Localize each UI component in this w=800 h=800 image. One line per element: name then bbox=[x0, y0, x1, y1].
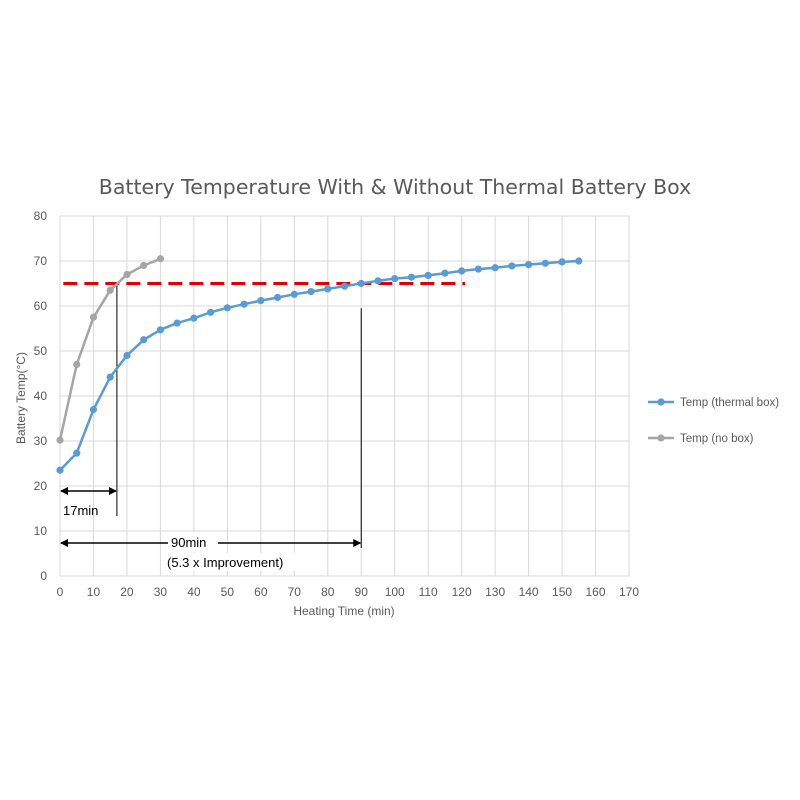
x-tick-label: 0 bbox=[57, 585, 64, 599]
data-point bbox=[106, 373, 114, 381]
data-point bbox=[156, 255, 165, 263]
x-tick-label: 40 bbox=[187, 585, 201, 599]
data-point bbox=[56, 436, 64, 444]
data-point bbox=[257, 297, 265, 305]
data-point bbox=[290, 290, 298, 298]
data-point bbox=[106, 286, 114, 294]
data-point bbox=[273, 293, 282, 302]
data-point bbox=[324, 285, 332, 293]
y-tick-labels: 0 10 20 30 40 50 60 70 80 bbox=[34, 209, 48, 583]
legend-label: Temp (no box) bbox=[680, 433, 754, 445]
x-tick-label: 100 bbox=[385, 585, 405, 599]
series-line bbox=[58, 257, 161, 441]
data-point bbox=[123, 270, 131, 279]
x-tick-label: 170 bbox=[619, 585, 639, 599]
y-tick-label: 80 bbox=[34, 209, 48, 223]
data-point bbox=[56, 466, 64, 474]
data-point bbox=[441, 269, 449, 277]
gridlines bbox=[59, 215, 630, 577]
y-tick-label: 60 bbox=[34, 299, 48, 313]
chart-title: Battery Temperature With & Without Therm… bbox=[99, 175, 691, 199]
data-point bbox=[357, 279, 365, 288]
x-tick-label: 10 bbox=[87, 585, 101, 599]
x-tick-label: 140 bbox=[519, 585, 539, 599]
data-point bbox=[508, 262, 516, 270]
legend: Temp (thermal box) Temp (no box) bbox=[648, 397, 779, 445]
x-tick-label: 90 bbox=[355, 585, 369, 599]
data-point bbox=[575, 257, 583, 265]
data-point bbox=[474, 265, 482, 273]
x-tick-label: 70 bbox=[288, 585, 302, 599]
data-point bbox=[558, 258, 566, 266]
x-tick-label: 80 bbox=[321, 585, 335, 599]
data-point bbox=[89, 405, 98, 414]
data-point bbox=[123, 351, 131, 360]
x-tick-labels: 0 10 20 30 40 50 60 70 80 90 100 110 120 130 140 150 160… bbox=[57, 585, 640, 599]
label-bg-improvement bbox=[164, 553, 314, 571]
x-tick-label: 160 bbox=[586, 585, 606, 599]
legend-marker bbox=[657, 434, 665, 442]
data-point bbox=[173, 319, 181, 327]
data-point bbox=[541, 259, 549, 267]
data-point bbox=[207, 308, 215, 316]
legend-marker bbox=[657, 398, 665, 406]
data-point bbox=[89, 313, 98, 321]
y-tick-label: 30 bbox=[34, 434, 48, 448]
data-point bbox=[491, 264, 499, 272]
x-tick-label: 110 bbox=[419, 585, 438, 599]
label-bg-90min bbox=[168, 532, 218, 552]
data-point bbox=[374, 277, 382, 285]
legend-label: Temp (thermal box) bbox=[680, 397, 779, 409]
data-point bbox=[391, 274, 399, 283]
data-point bbox=[140, 336, 148, 344]
x-tick-label: 50 bbox=[221, 585, 235, 599]
data-point bbox=[156, 326, 165, 334]
x-tick-label: 20 bbox=[120, 585, 134, 599]
x-tick-label: 130 bbox=[485, 585, 505, 599]
data-point bbox=[307, 288, 315, 296]
data-point bbox=[524, 261, 533, 269]
x-tick-label: 60 bbox=[254, 585, 268, 599]
data-point bbox=[140, 261, 148, 270]
series-line bbox=[59, 259, 579, 472]
data-point bbox=[424, 271, 432, 279]
x-axis-label: Heating Time (min) bbox=[293, 604, 394, 618]
series-group bbox=[56, 255, 583, 474]
y-tick-label: 50 bbox=[34, 344, 48, 358]
y-tick-label: 20 bbox=[34, 479, 48, 493]
annotations: 17min 90min (5.3 x Improvement) bbox=[60, 283, 362, 571]
data-point bbox=[458, 267, 466, 275]
x-tick-label: 30 bbox=[154, 585, 168, 599]
annotation-improvement: (5.3 x Improvement) bbox=[167, 555, 283, 570]
data-point bbox=[240, 300, 248, 308]
data-point bbox=[407, 273, 416, 281]
y-tick-label: 0 bbox=[40, 569, 47, 583]
data-point bbox=[73, 449, 81, 457]
annotation-90min: 90min bbox=[171, 535, 206, 550]
y-tick-label: 40 bbox=[34, 389, 48, 403]
y-axis-label: Battery Temp(°C) bbox=[14, 352, 28, 444]
data-point bbox=[73, 360, 81, 369]
y-tick-label: 70 bbox=[34, 254, 48, 268]
x-tick-label: 120 bbox=[452, 585, 472, 599]
data-point bbox=[223, 304, 231, 312]
data-point bbox=[190, 314, 198, 322]
annotation-17min: 17min bbox=[63, 503, 98, 518]
y-tick-label: 10 bbox=[34, 524, 48, 538]
x-tick-label: 150 bbox=[552, 585, 572, 599]
data-point bbox=[340, 282, 349, 290]
